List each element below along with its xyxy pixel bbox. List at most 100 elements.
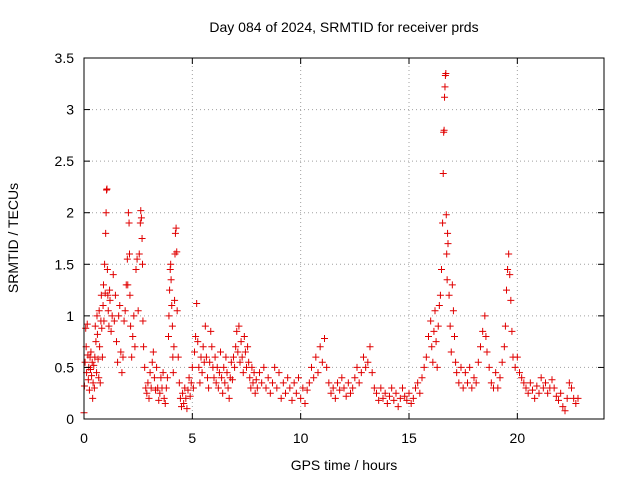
- data-point: [92, 338, 100, 346]
- data-point: [88, 358, 96, 366]
- data-point: [483, 348, 491, 356]
- data-point: [392, 389, 400, 397]
- data-point: [248, 363, 256, 371]
- data-point: [104, 307, 112, 315]
- data-point: [548, 376, 556, 384]
- data-point: [442, 69, 450, 77]
- data-point: [501, 322, 509, 330]
- data-point: [227, 358, 235, 366]
- data-point: [470, 374, 478, 382]
- data-point: [105, 322, 113, 330]
- data-point: [204, 374, 211, 382]
- data-point: [327, 389, 335, 397]
- data-point: [134, 307, 142, 315]
- data-point: [108, 312, 116, 320]
- data-point: [522, 384, 530, 392]
- data-point: [85, 386, 93, 394]
- data-point: [208, 343, 216, 351]
- data-point: [429, 358, 437, 366]
- data-point: [447, 348, 455, 356]
- data-point: [252, 376, 260, 384]
- data-point: [375, 396, 383, 404]
- data-point: [394, 403, 402, 411]
- data-point: [504, 265, 512, 273]
- data-point: [448, 281, 456, 289]
- data-point: [318, 358, 326, 366]
- data-point: [449, 307, 457, 315]
- y-tick-label: 3.5: [55, 50, 75, 66]
- data-point: [119, 353, 127, 361]
- data-point: [249, 379, 257, 387]
- data-point: [173, 307, 181, 315]
- data-point: [368, 369, 376, 377]
- data-point: [159, 369, 167, 377]
- data-point: [100, 281, 107, 289]
- data-point: [284, 374, 292, 382]
- data-point: [305, 379, 313, 387]
- data-point: [338, 374, 346, 382]
- data-point: [273, 384, 281, 392]
- data-point: [192, 332, 200, 340]
- data-point: [220, 363, 228, 371]
- data-point: [133, 255, 141, 263]
- data-point: [103, 265, 111, 273]
- data-point: [481, 312, 489, 320]
- data-point: [167, 276, 175, 284]
- data-point: [336, 386, 344, 394]
- data-point: [379, 394, 387, 402]
- data-point: [468, 384, 476, 392]
- data-point: [412, 384, 419, 392]
- data-point: [409, 394, 417, 402]
- data-point: [83, 320, 91, 328]
- data-point: [457, 363, 465, 371]
- data-point: [175, 379, 183, 387]
- data-point: [366, 343, 374, 351]
- data-point: [116, 302, 124, 310]
- data-point: [198, 369, 206, 377]
- y-tick-label: 2: [66, 205, 74, 221]
- data-point: [117, 348, 125, 356]
- data-point: [147, 384, 155, 392]
- data-point: [221, 379, 229, 387]
- data-point: [102, 209, 110, 217]
- data-point: [555, 396, 562, 404]
- data-point: [434, 322, 442, 330]
- data-point: [441, 83, 449, 91]
- data-point: [559, 403, 567, 411]
- data-point: [211, 353, 219, 361]
- data-point: [96, 343, 104, 351]
- data-point: [215, 369, 223, 377]
- data-point: [295, 374, 302, 382]
- data-point: [168, 322, 176, 330]
- data-point: [126, 250, 133, 258]
- data-point: [186, 392, 194, 400]
- data-point: [516, 369, 523, 377]
- data-point: [124, 209, 132, 217]
- data-point: [513, 353, 521, 361]
- data-point: [103, 185, 111, 193]
- data-point: [297, 394, 305, 402]
- data-point: [459, 384, 467, 392]
- data-point: [230, 353, 237, 361]
- data-point: [87, 365, 94, 373]
- data-point: [334, 379, 341, 387]
- data-point: [357, 369, 365, 377]
- data-point: [286, 384, 294, 392]
- plot-frame: [83, 57, 605, 420]
- data-point: [233, 327, 241, 335]
- data-point: [207, 327, 215, 335]
- data-point: [494, 384, 502, 392]
- data-point: [355, 379, 363, 387]
- data-point: [386, 392, 393, 400]
- data-point: [508, 327, 516, 335]
- data-point: [260, 363, 268, 371]
- data-point: [277, 394, 285, 402]
- data-point: [498, 358, 506, 366]
- data-point: [91, 322, 99, 330]
- data-point: [184, 386, 192, 394]
- data-point: [531, 394, 539, 402]
- data-point: [156, 389, 164, 397]
- data-point: [292, 389, 300, 397]
- y-tick-label: 1: [66, 308, 74, 324]
